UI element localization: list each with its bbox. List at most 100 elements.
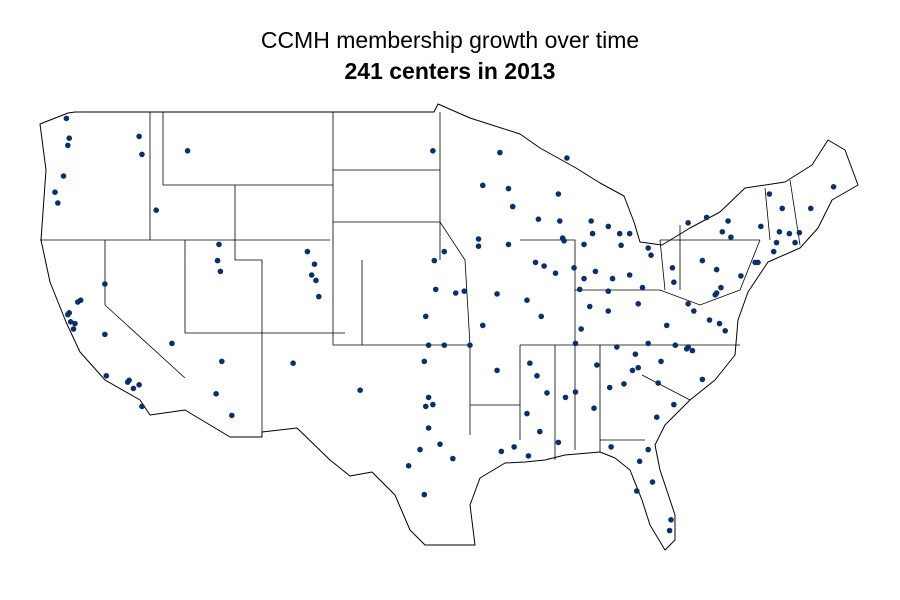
center-dot [552, 270, 559, 277]
center-dot [184, 148, 191, 154]
center-dot [537, 428, 543, 435]
center-dot [605, 288, 612, 295]
center-dot [475, 243, 482, 249]
center-dot [645, 446, 651, 453]
center-dot [70, 326, 77, 332]
center-dot [525, 453, 532, 459]
center-dot [779, 205, 786, 212]
center-dot [608, 444, 614, 450]
center-dot [55, 200, 61, 206]
center-dot [450, 455, 456, 462]
center-dot [425, 394, 432, 401]
center-dot [671, 401, 677, 408]
center-dot [441, 248, 448, 255]
center-dot [672, 342, 679, 349]
center-dot [645, 340, 651, 347]
center-dot [586, 303, 593, 310]
map-subtitle: 241 centers in 2013 [345, 58, 556, 84]
center-dot [535, 216, 542, 222]
center-dot [581, 275, 587, 282]
center-dot [572, 340, 579, 347]
center-dot [618, 242, 624, 249]
center-dot [421, 358, 428, 365]
center-dot [703, 214, 710, 221]
center-dot [136, 133, 142, 140]
center-dot [649, 479, 656, 485]
center-dot [544, 390, 550, 396]
center-dot [589, 230, 596, 237]
center-dot [431, 257, 438, 264]
map-title: CCMH membership growth over time [261, 27, 639, 53]
center-dot [65, 142, 71, 149]
center-dot [102, 281, 108, 287]
center-dot [498, 448, 505, 455]
center-dot [304, 248, 311, 255]
center-dot [626, 272, 633, 278]
center-dot [758, 223, 764, 230]
center-dot [66, 310, 73, 316]
center-dot [770, 248, 777, 255]
center-dot [666, 527, 673, 534]
center-dot [571, 265, 577, 271]
center-dot [639, 284, 646, 291]
center-dot [728, 234, 734, 240]
center-dot [313, 277, 319, 284]
center-dot [63, 115, 70, 122]
center-dot [126, 377, 132, 384]
center-dot [635, 364, 642, 371]
center-dot [807, 205, 814, 212]
center-dot [534, 373, 540, 379]
center-dot [139, 403, 145, 410]
center-dot [213, 391, 219, 397]
center-dot [614, 344, 620, 350]
center-dot [311, 261, 318, 268]
us-outline [39, 103, 859, 551]
center-dot [635, 301, 642, 307]
center-dot [689, 347, 696, 354]
center-dot [645, 245, 651, 251]
center-dot [422, 313, 429, 320]
center-dot [605, 308, 612, 314]
center-dot [505, 241, 512, 248]
center-dot [594, 362, 600, 368]
center-dot [626, 230, 633, 237]
center-dot [461, 288, 468, 295]
center-dot [766, 191, 773, 197]
center-dot [214, 257, 221, 264]
center-dot [719, 229, 726, 235]
center-dot [532, 259, 539, 266]
center-dot [621, 381, 627, 387]
center-dot [706, 317, 713, 323]
center-dot [718, 284, 724, 291]
center-dot [421, 491, 428, 498]
center-dot [683, 346, 690, 352]
center-dot [555, 191, 562, 197]
center-dot [663, 322, 670, 329]
center-dot [467, 342, 473, 349]
center-dot [441, 342, 448, 349]
center-dot [425, 342, 432, 349]
center-dot [315, 293, 322, 300]
center-dot [699, 376, 706, 383]
center-dot [509, 203, 516, 210]
center-dot [722, 328, 729, 334]
center-dot [629, 367, 636, 374]
center-dot [576, 286, 583, 293]
center-dot [60, 173, 67, 179]
center-dot [497, 149, 503, 156]
center-dot [216, 241, 222, 248]
center-dot [562, 394, 569, 401]
center-dot [169, 340, 175, 347]
center-dot [564, 155, 570, 161]
center-dot [475, 236, 482, 242]
center-dot [541, 263, 547, 269]
center-dot [699, 257, 706, 264]
center-dot [511, 444, 517, 450]
center-dot [578, 326, 584, 332]
center-dot [103, 373, 110, 379]
center-dot [66, 135, 73, 141]
center-dot [581, 241, 587, 248]
center-dot [605, 223, 612, 230]
